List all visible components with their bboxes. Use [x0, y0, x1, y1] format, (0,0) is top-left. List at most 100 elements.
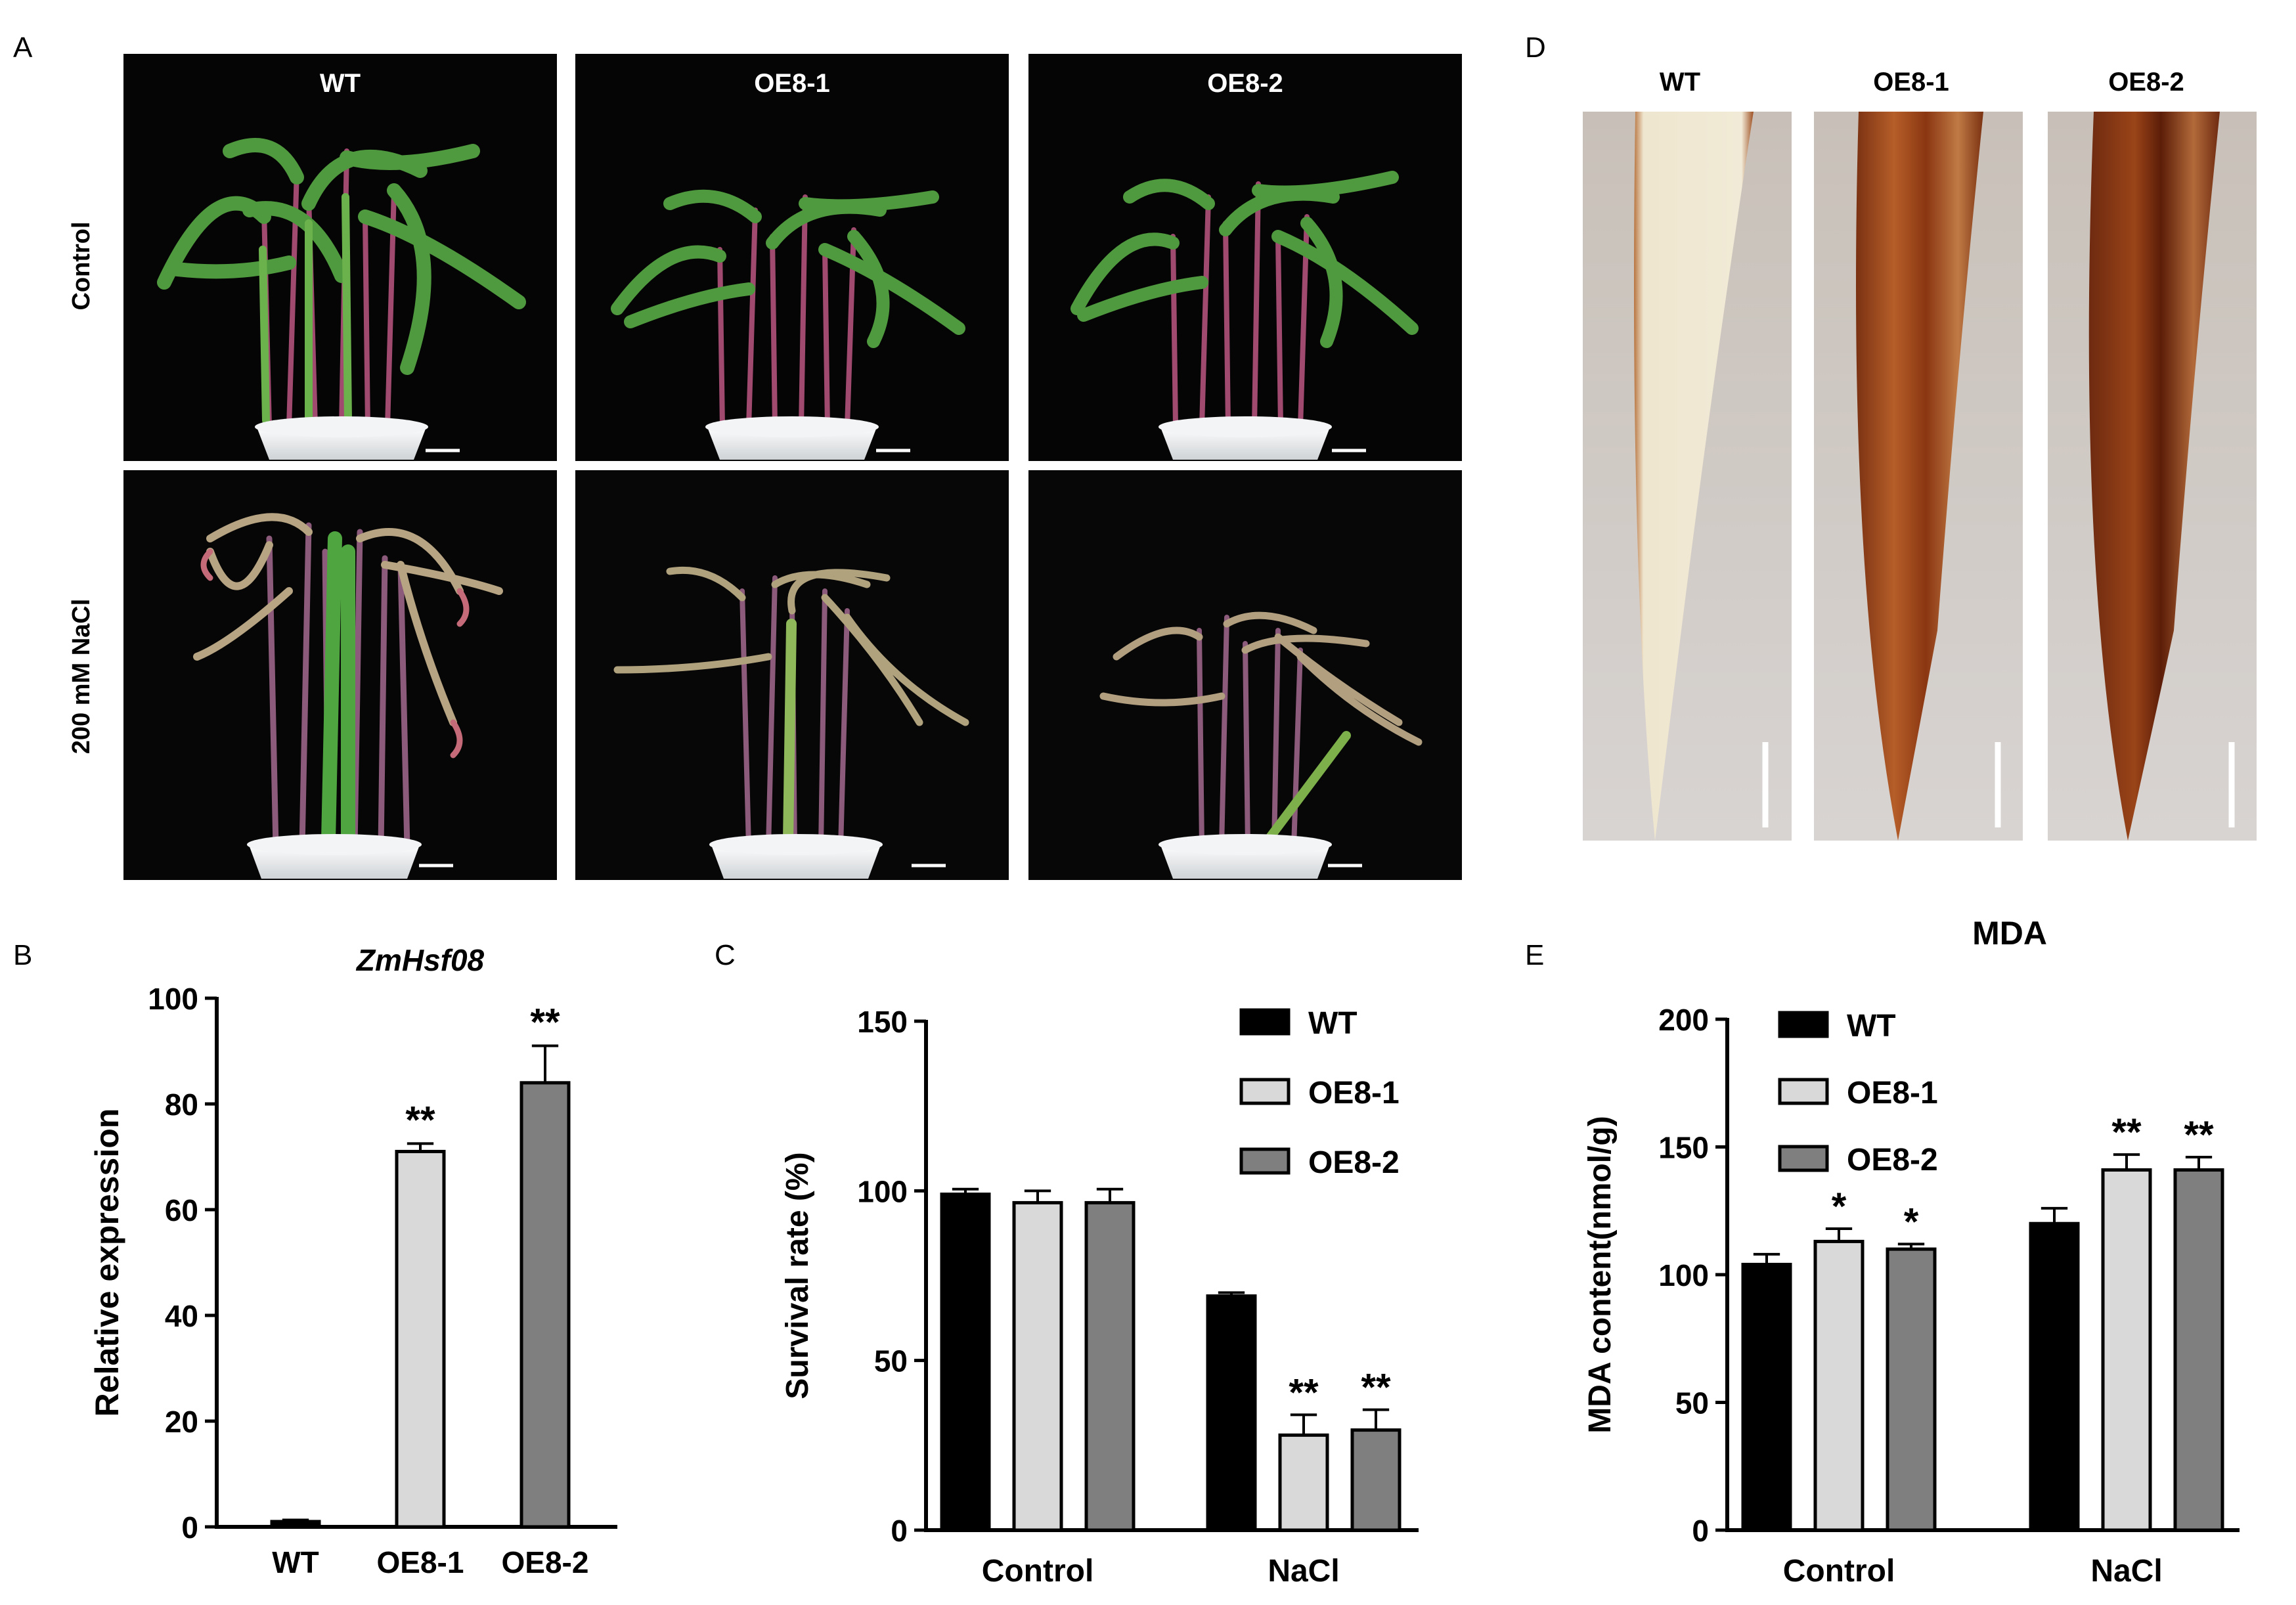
- bar-oe81-control: [1813, 1239, 1865, 1532]
- bar-oe81-significance: **: [405, 1099, 435, 1141]
- legend-swatch: [1239, 1147, 1291, 1175]
- scale-bars-d: [1762, 742, 2235, 827]
- legend-label: OE8-2: [1308, 1145, 1400, 1180]
- panel-a-col-label-oe81: OE8-1: [754, 69, 830, 98]
- y-axis-label: Survival rate (%): [780, 1152, 815, 1399]
- legend-swatch: [1239, 1078, 1291, 1105]
- y-axis-label: MDA content(nmol/g): [1583, 1116, 1618, 1433]
- plant-wt-control: [157, 138, 526, 429]
- x-tick-label: Control: [1783, 1554, 1895, 1589]
- panel-d-col-label-oe82: OE8-2: [2108, 68, 2184, 97]
- y-tick-label: 0: [181, 1510, 198, 1545]
- bar-oe81-nacl: [1278, 1433, 1329, 1532]
- leaf-wt: [1634, 112, 1754, 841]
- bar-oe82-control: [1084, 1200, 1136, 1532]
- bar-oe81-control: [1012, 1200, 1063, 1532]
- bar-wt-control: [1741, 1262, 1792, 1532]
- leaf-oe82: [2088, 112, 2220, 841]
- chart-title: MDA: [1972, 915, 2047, 952]
- pot-rim-wt-control: [255, 416, 428, 437]
- panel-a-row-label-control: Control: [68, 221, 95, 310]
- bar-oe82-nacl: [1350, 1428, 1402, 1532]
- bar-wt-nacl: [1206, 1294, 1257, 1532]
- bar-oe81: [395, 1149, 446, 1529]
- y-axis-label: Relative expression: [89, 1109, 125, 1417]
- panel-letter-c: C: [715, 939, 736, 971]
- pot-rim-oe81-nacl: [709, 834, 883, 855]
- x-tick-label: WT: [272, 1545, 319, 1579]
- bar-oe81-nacl-significance: **: [1289, 1371, 1319, 1414]
- plant-oe81-control: [611, 189, 965, 429]
- legend-swatch: [1778, 1011, 1829, 1038]
- legend-label: OE8-1: [1847, 1076, 1938, 1110]
- y-tick-label: 100: [148, 982, 198, 1016]
- bar-oe82-control: [1886, 1247, 1937, 1532]
- x-tick-label: Control: [982, 1554, 1094, 1589]
- chart-c-survival: Survival rate (%) 0 50 100 150 Control ** ** NaC…: [780, 1005, 1419, 1589]
- bar-oe81-control-significance: *: [1832, 1185, 1847, 1228]
- pot-rim-oe82-nacl: [1159, 834, 1332, 855]
- y-tick-label: 80: [165, 1088, 198, 1122]
- y-tick-label: 0: [891, 1514, 908, 1548]
- panel-a-row-label-nacl: 200 mM NaCl: [68, 599, 95, 755]
- chart-title: ZmHsf08: [355, 943, 485, 977]
- panel-d-col-label-wt: WT: [1660, 68, 1700, 97]
- y-tick-label: 50: [874, 1344, 908, 1378]
- scale-bars-a: [419, 449, 1366, 868]
- panel-a-col-label-wt: WT: [320, 69, 361, 98]
- plant-oe82-nacl: [1099, 611, 1423, 850]
- photo-wt-nacl: [123, 470, 557, 880]
- panel-a-col-label-oe82: OE8-2: [1207, 69, 1283, 98]
- legend-label: OE8-2: [1847, 1143, 1938, 1177]
- panel-letter-d: D: [1525, 32, 1546, 64]
- panel-d-photo-grid: WT OE8-1 OE8-2: [1583, 68, 2257, 841]
- panel-letter-e: E: [1525, 939, 1545, 971]
- bar-oe82-nacl: [2173, 1168, 2224, 1532]
- y-tick-label: 40: [165, 1299, 198, 1333]
- plant-oe81-nacl: [613, 566, 969, 850]
- y-tick-label: 150: [857, 1005, 908, 1039]
- y-tick-label: 0: [1692, 1514, 1709, 1548]
- leaf-oe81: [1856, 112, 1983, 841]
- bar-oe81-nacl-significance: **: [2111, 1111, 2142, 1154]
- pots: [247, 416, 1332, 879]
- x-tick-label: OE8-1: [377, 1545, 464, 1579]
- panel-d-col-label-oe81: OE8-1: [1873, 68, 1949, 97]
- plant-oe82-control: [1071, 171, 1419, 429]
- photo-oe82-control: [1028, 54, 1462, 461]
- bar-oe82-significance: **: [530, 1001, 560, 1044]
- y-tick-label: 200: [1658, 1003, 1709, 1037]
- legend-swatch: [1778, 1078, 1829, 1105]
- panel-letter-a: A: [13, 32, 33, 64]
- bar-oe82-control-significance: *: [1904, 1200, 1919, 1243]
- legend-swatch: [1239, 1008, 1291, 1036]
- pot-rim-oe81-control: [705, 416, 879, 437]
- legend-label: WT: [1847, 1009, 1896, 1044]
- x-tick-label: NaCl: [2090, 1554, 2162, 1589]
- legend-label: WT: [1308, 1006, 1358, 1041]
- x-tick-label: NaCl: [1268, 1554, 1339, 1589]
- y-tick-label: 20: [165, 1405, 198, 1439]
- panel-letter-b: B: [13, 939, 33, 971]
- y-tick-label: 100: [1658, 1258, 1709, 1292]
- pot-rim-oe82-control: [1159, 416, 1332, 437]
- legend-swatch: [1778, 1145, 1829, 1172]
- bar-wt-nacl: [2029, 1221, 2080, 1532]
- legend-label: OE8-1: [1308, 1076, 1400, 1110]
- x-tick-label: OE8-2: [502, 1545, 589, 1579]
- y-tick-label: 60: [165, 1193, 198, 1227]
- y-tick-label: 150: [1658, 1131, 1709, 1165]
- bar-oe81-nacl: [2101, 1168, 2152, 1532]
- y-tick-label: 50: [1675, 1386, 1709, 1420]
- y-tick-label: 100: [857, 1174, 908, 1208]
- bar-oe82-nacl-significance: **: [2184, 1114, 2214, 1156]
- bar-oe82-nacl-significance: **: [1361, 1367, 1391, 1409]
- plant-wt-nacl: [193, 513, 503, 850]
- bar-wt-control: [940, 1193, 991, 1532]
- chart-b-expression: ZmHsf08 Relative expression 0 20 40 60 80 100 WT…: [89, 943, 617, 1579]
- photo-oe81-control: [575, 54, 1009, 461]
- bar-wt: [270, 1520, 321, 1529]
- panel-a-photo-grid: WT OE8-1 OE8-2 Control 200 mM NaCl: [68, 54, 1462, 880]
